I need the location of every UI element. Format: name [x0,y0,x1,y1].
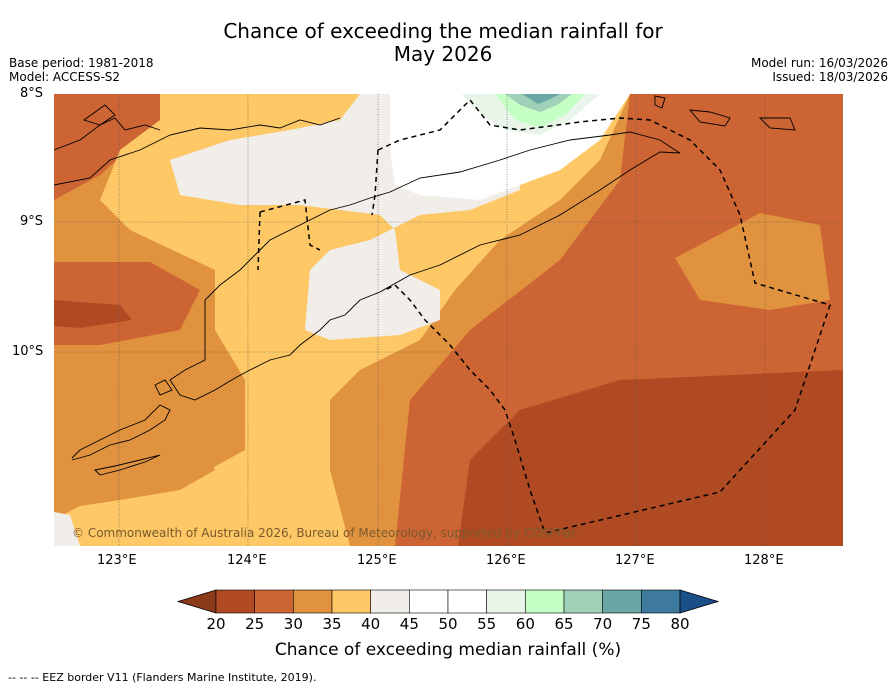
copyright-notice: © Commonwealth of Australia 2026, Bureau… [72,526,578,540]
lon-label-127e: 127°E [615,553,655,568]
fill-70-75 [522,94,560,104]
coast-flores [54,117,341,186]
colorbar-tick-label: 50 [438,615,458,633]
fill-corner-white [54,512,80,546]
colorbar-segment [293,589,333,614]
map-title: Chance of exceeding the median rainfall … [0,20,886,66]
lon-label-128e: 128°E [744,553,784,568]
issued-date: Issued: 18/03/2026 [772,70,888,84]
contour-fills [54,94,843,546]
eez-border [257,98,831,534]
fill-se-darkest [458,370,843,546]
coast-timor [169,131,681,401]
coast-island-b [654,95,666,109]
coast-rote [94,454,161,476]
eez-footnote: -- -- -- EEZ border V11 (Flanders Marine… [8,671,317,684]
colorbar-segment [602,589,642,614]
colorbar-segment [641,589,681,614]
colorbar-tick-label: 55 [477,615,497,633]
lon-label-123e: 123°E [97,553,137,568]
lon-label-126e: 126°E [486,553,526,568]
lat-label-10s: 10°S [12,344,44,359]
colorbar-segment [215,589,255,614]
coast-north-islands [54,117,161,151]
coast-islet [154,379,173,396]
colorbar-segment [563,589,603,614]
colorbar-tick-label: 45 [399,615,419,633]
coast-island-a [83,104,116,126]
colorbar-tick-label: 20 [206,615,226,633]
colorbar-segment [254,589,294,614]
colorbar-tick-label: 30 [283,615,303,633]
colorbar-tick-label: 35 [322,615,342,633]
colorbar-tick-label: 25 [245,615,265,633]
colorbar-min-arrow [176,589,217,614]
title-line-2: May 2026 [393,42,493,66]
lon-label-125e: 125°E [357,553,397,568]
colorbar-segment [409,589,449,614]
lat-label-9s: 9°S [20,214,44,229]
gridlines [54,94,843,546]
colorbar-segment [331,589,371,614]
colorbar-tick-label: 40 [361,615,381,633]
colorbar-segment [486,589,526,614]
fill-nw-dark [54,94,190,200]
title-line-1: Chance of exceeding the median rainfall … [223,19,663,43]
lat-label-8s: 8°S [20,86,44,101]
coastlines [54,95,796,476]
fill-east-light [675,213,830,310]
colorbar-segment [525,589,565,614]
colorbar-tick-label: 80 [670,615,690,633]
meta-left: Base period: 1981-2018 Model: ACCESS-S2 [9,56,154,84]
colorbar-segment [447,589,487,614]
colorbar-tick-label: 65 [554,615,574,633]
model-run: Model run: 16/03/2026 [750,56,888,70]
lon-label-124e: 124°E [227,553,267,568]
base-period: Base period: 1981-2018 [9,56,154,70]
meta-right: Model run: 16/03/2026 Issued: 18/03/2026 [751,56,888,84]
coast-island-c [688,109,731,127]
colorbar-tick-label: 70 [593,615,613,633]
colorbar-tick-label: 75 [631,615,651,633]
colorbar-max-arrow [679,589,720,614]
colorbar-tick-label: 60 [515,615,535,633]
coast-island-d [758,117,796,131]
colorbar-label: Chance of exceeding median rainfall (%) [274,640,622,660]
fill-west-darker [54,300,132,328]
colorbar [176,589,720,614]
colorbar-segment [370,589,410,614]
model-name: Model: ACCESS-S2 [9,70,121,84]
coast-sumba [71,404,171,461]
